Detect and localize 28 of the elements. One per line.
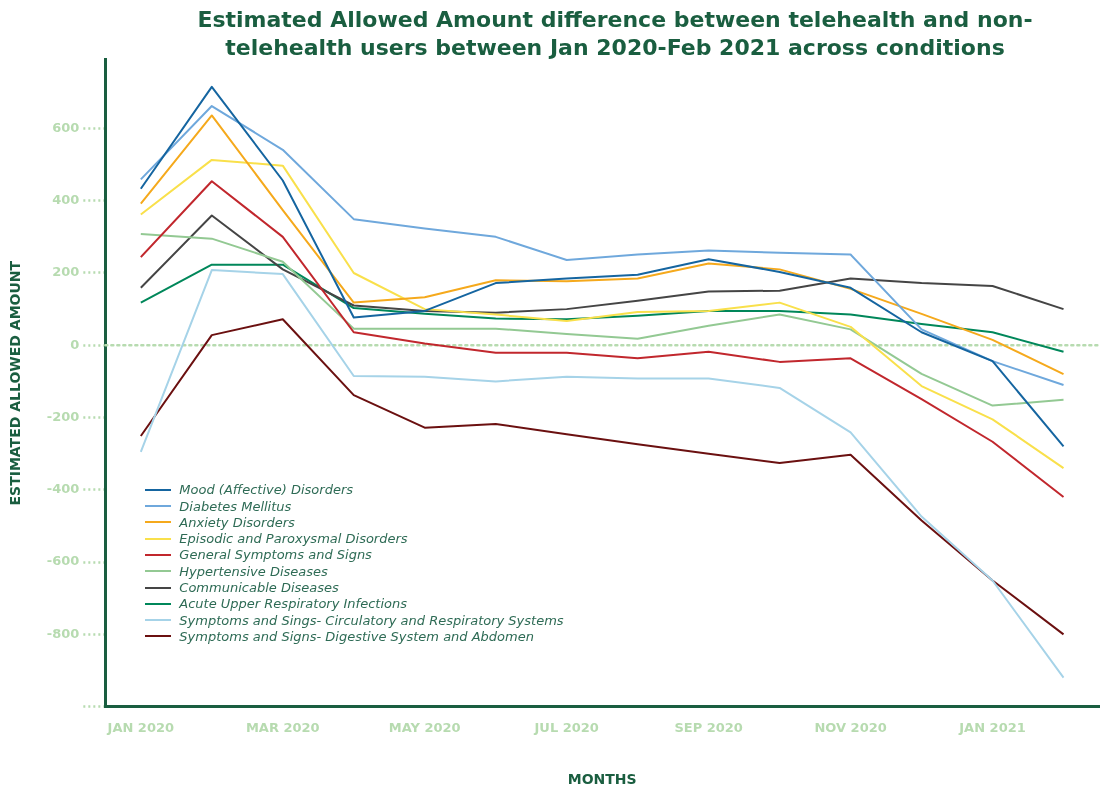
legend-label: Symptoms and Sings- Circulatory and Respiratory Systems <box>179 612 564 628</box>
y-axis-title: ESTIMATED ALLOWED AMOUNT <box>7 260 24 506</box>
y-tick-label: 400 <box>52 192 80 208</box>
y-tick-label: -800 <box>46 625 80 641</box>
legend-label: Communicable Diseases <box>179 580 339 596</box>
x-tick-label: NOV 2020 <box>814 719 887 735</box>
y-tick-label: 0 <box>70 336 80 352</box>
chart-title: Estimated Allowed Amount difference between telehealth and non-telehealth users between Jan 2020-Feb 2021 across conditions <box>196 6 1034 62</box>
x-tick-label: JAN 2021 <box>958 719 1026 735</box>
legend-label: Hypertensive Diseases <box>179 563 328 579</box>
legend-label: General Symptoms and Signs <box>179 547 372 563</box>
legend-label: Mood (Affective) Disorders <box>179 482 353 498</box>
legend-label: Anxiety Disorders <box>179 514 295 530</box>
x-tick-label: JAN 2020 <box>106 719 175 735</box>
y-tick-label: -200 <box>46 408 80 424</box>
x-tick-label: JUL 2020 <box>533 719 599 735</box>
x-tick-label: MAR 2020 <box>245 719 320 735</box>
legend-label: Symptoms and Signs- Digestive System and Abdomen <box>179 628 534 644</box>
y-tick-label: -400 <box>46 481 80 497</box>
legend-label: Diabetes Mellitus <box>179 498 292 514</box>
y-tick-label: 600 <box>52 119 80 135</box>
legend-label: Acute Upper Respiratory Infections <box>179 596 407 612</box>
legend-label: Episodic and Paroxysmal Disorders <box>179 531 408 547</box>
x-tick-label: SEP 2020 <box>674 719 743 735</box>
y-tick-label: -600 <box>46 553 80 569</box>
x-tick-label: MAY 2020 <box>388 719 461 735</box>
y-tick-label: 200 <box>52 264 80 280</box>
x-axis-title: MONTHS <box>567 771 637 788</box>
